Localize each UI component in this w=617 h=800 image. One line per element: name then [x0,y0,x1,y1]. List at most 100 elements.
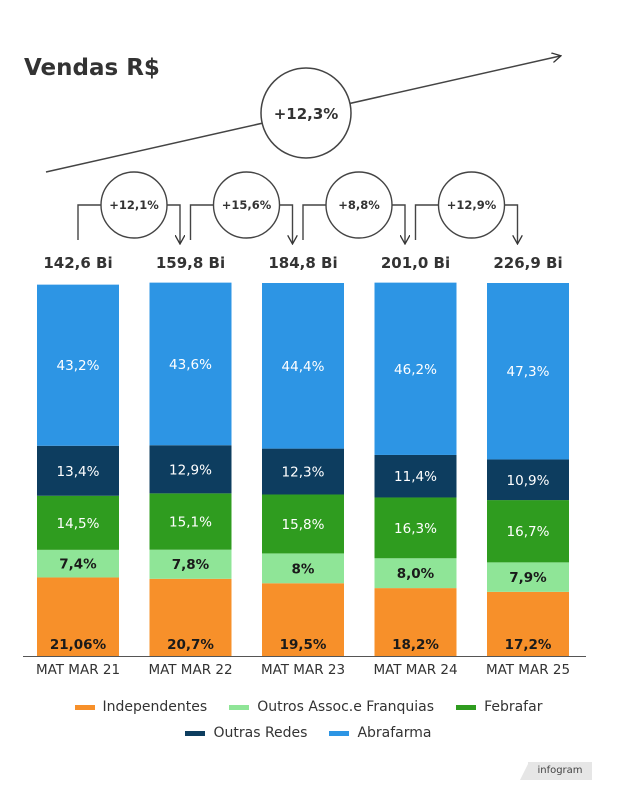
legend-swatch-independentes [74,704,95,710]
growth-connector-left [189,204,217,240]
data-label-outros-assoc-e-franquias: 7,8% [172,557,210,573]
bar-segment-outras-redes [374,454,457,498]
legend-label-abrafarma: Abrafarma [357,725,432,741]
growth-connector-arrow [276,204,293,243]
bar-segment-outros-assoc-e-franquias [37,549,119,578]
legend-item-outras-redes[interactable]: Outras Redes [185,725,307,741]
legend-item-independentes[interactable]: Independentes [74,699,208,715]
bar-segment-outras-redes [487,459,569,501]
bar-segment-independentes [37,577,119,656]
growth-circle [212,171,281,239]
bar-segment-febrafar [149,493,232,550]
legend-label-outras-redes: Outras Redes [213,725,308,741]
data-label-febrafar: 15,8% [282,517,325,533]
legend-swatch-febrafar [456,704,477,710]
growth-label: +12,1% [109,198,159,212]
bar-segment-febrafar [487,500,569,563]
growth-connector-left [77,204,104,240]
growth-connector-arrow [389,204,405,243]
overall-growth-circle [260,67,352,159]
bar-segment-febrafar [262,494,344,554]
growth-label: +8,8% [338,198,380,212]
legend-item-outros-assoc[interactable]: Outros Assoc.e Franquias [229,699,434,715]
brand-tab-notch [520,762,529,780]
bar-total-label: 226,9 Bi [493,254,562,272]
x-tick-label: MAT MAR 24 [373,662,457,678]
bar-segment-outros-assoc-e-franquias [262,553,344,584]
growth-connector-arrow [164,204,180,243]
growth-circle [100,171,168,239]
bar-segment-independentes [487,591,569,656]
data-label-outros-assoc-e-franquias: 8,0% [397,566,435,582]
x-tick-label: MAT MAR 21 [36,662,120,678]
bar-segment-independentes [374,588,457,656]
legend-row-2: Outras Redes Abrafarma [0,720,617,746]
overall-growth-label: +12,3% [274,105,339,123]
bar-segment-abrafarma [262,283,344,449]
bar-segment-abrafarma [487,283,569,460]
growth-circle [325,171,393,239]
data-label-abrafarma: 44,4% [282,359,325,375]
growth-label: +15,6% [222,198,272,212]
bar-segment-abrafarma [374,282,457,455]
bar-segment-abrafarma [149,282,232,446]
bar-total-label: 184,8 Bi [268,254,337,272]
legend: Independentes Outros Assoc.e Franquias F… [0,694,617,746]
data-label-outros-assoc-e-franquias: 7,4% [59,557,97,573]
infogram-brand[interactable]: infogram [528,762,592,780]
bar-segment-independentes [262,583,344,656]
bar-segment-abrafarma [37,284,119,446]
bar-segment-outros-assoc-e-franquias [487,562,569,592]
bar-total-label: 159,8 Bi [156,254,225,272]
data-label-outras-redes: 12,9% [169,462,212,478]
data-label-febrafar: 16,3% [394,521,437,537]
data-label-abrafarma: 47,3% [507,364,550,380]
bar-segment-outros-assoc-e-franquias [149,549,232,579]
data-label-independentes: 20,7% [167,637,214,653]
data-label-abrafarma: 46,2% [394,362,437,378]
data-label-outros-assoc-e-franquias: 8% [292,561,315,577]
bar-segment-outras-redes [149,445,232,494]
bar-total-label: 201,0 Bi [381,254,450,272]
growth-circle [437,171,506,239]
data-label-febrafar: 16,7% [507,524,550,540]
data-label-abrafarma: 43,2% [57,358,100,374]
data-label-febrafar: 14,5% [57,516,100,532]
data-label-independentes: 19,5% [280,637,327,653]
growth-label: +12,9% [447,198,497,212]
legend-label-febrafar: Febrafar [484,699,543,715]
data-label-febrafar: 15,1% [169,515,212,531]
data-label-independentes: 21,06% [50,637,107,653]
legend-label-outros-assoc: Outros Assoc.e Franquias [257,699,435,715]
growth-connector-left [414,204,442,240]
x-tick-label: MAT MAR 25 [486,662,570,678]
bar-segment-febrafar [37,495,119,550]
legend-label-independentes: Independentes [102,699,208,715]
legend-swatch-abrafarma [329,730,350,736]
legend-swatch-outros-assoc [229,704,250,710]
bar-segment-outros-assoc-e-franquias [374,558,457,589]
growth-connector-arrow [501,204,518,243]
data-label-outros-assoc-e-franquias: 7,9% [509,570,547,586]
bar-segment-independentes [149,578,232,656]
data-label-abrafarma: 43,6% [169,357,212,373]
data-label-independentes: 18,2% [392,637,439,653]
x-tick-label: MAT MAR 23 [261,662,345,678]
data-label-outras-redes: 13,4% [57,464,100,480]
bar-total-label: 142,6 Bi [43,254,112,272]
data-label-outras-redes: 10,9% [507,473,550,489]
legend-swatch-outras-redes [185,730,206,736]
legend-item-febrafar[interactable]: Febrafar [456,699,542,715]
chart-title: Vendas R$ [24,55,160,81]
legend-item-abrafarma[interactable]: Abrafarma [329,725,432,741]
bar-segment-outras-redes [262,448,344,495]
data-label-outras-redes: 11,4% [394,469,437,485]
x-tick-label: MAT MAR 22 [148,662,232,678]
bar-segment-outras-redes [37,445,119,496]
data-label-outras-redes: 12,3% [282,465,325,481]
data-label-independentes: 17,2% [505,637,552,653]
bar-segment-febrafar [374,497,457,559]
legend-row-1: Independentes Outros Assoc.e Franquias F… [0,694,617,720]
growth-connector-left [302,204,329,240]
